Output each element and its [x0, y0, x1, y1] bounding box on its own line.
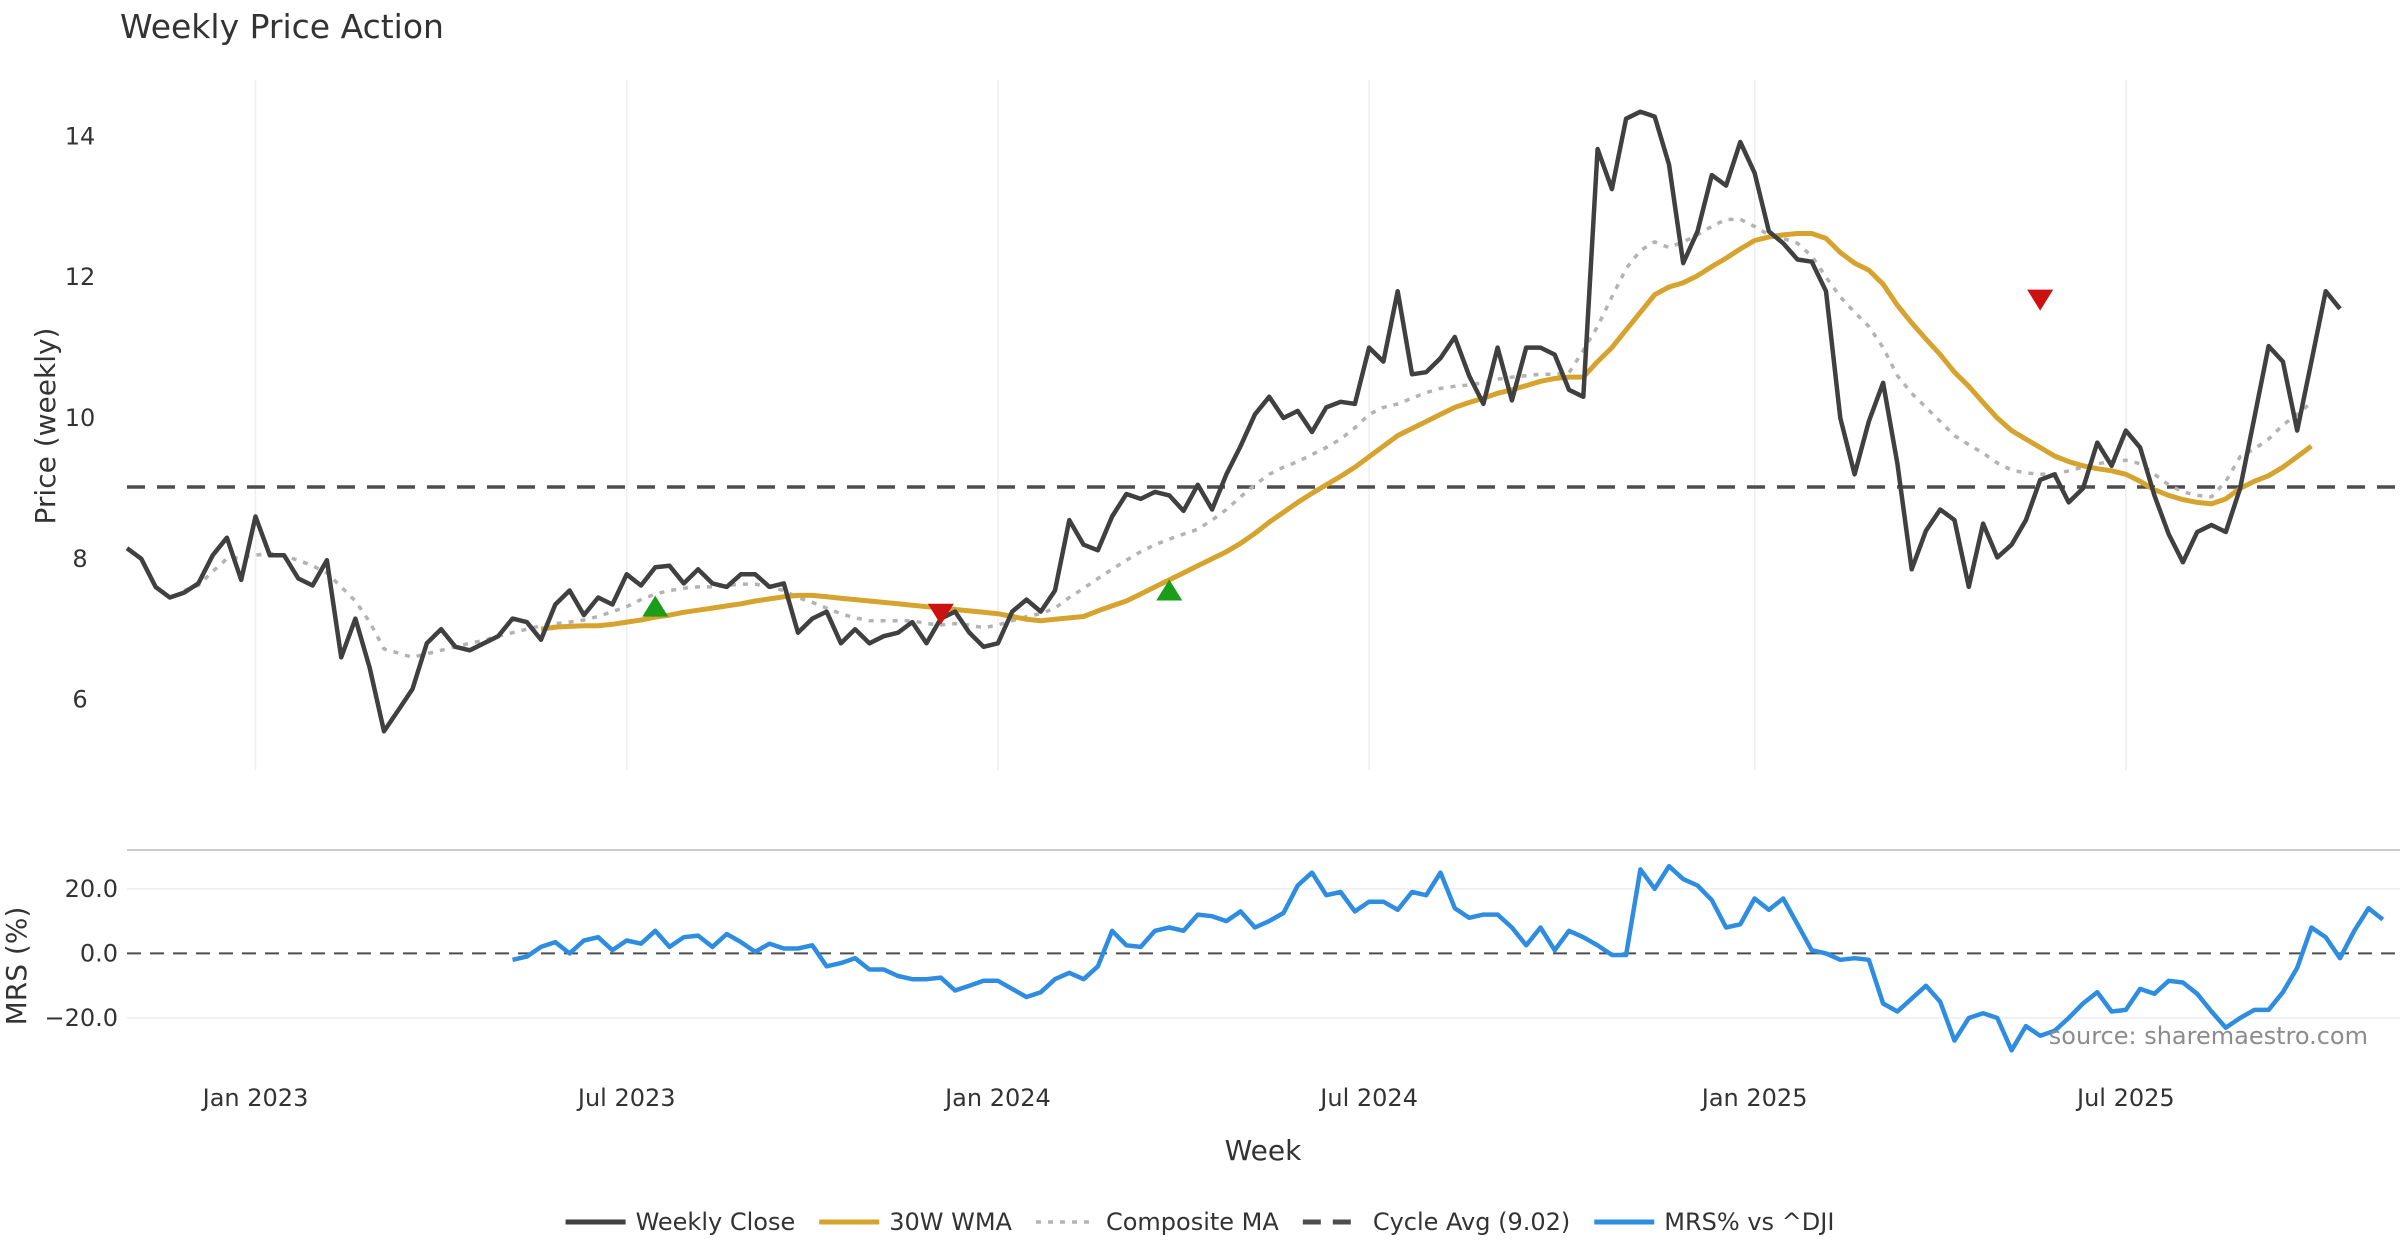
mrs-line [512, 863, 2385, 1053]
mrs-grid [127, 888, 2400, 1019]
mrs-y-ticks: 20.0 0.0 −20.0 [44, 875, 118, 1032]
mrs-y-tick-label: 0.0 [80, 939, 118, 967]
composite-ma-line [183, 217, 2313, 660]
x-tick-label: Jan 2023 [201, 1084, 309, 1112]
x-tick-label: Jan 2025 [1700, 1084, 1808, 1112]
buy-signal-marker [1156, 579, 1183, 601]
weekly-close-line [125, 109, 2342, 734]
x-tick-label: Jul 2023 [576, 1084, 676, 1112]
legend-label: Cycle Avg (9.02) [1373, 1208, 1570, 1236]
x-tick-label: Jan 2024 [943, 1084, 1051, 1112]
price-y-ticks: 6 8 10 12 14 [65, 122, 96, 713]
price-series [125, 109, 2400, 734]
legend-item-30w-wma: 30W WMA [819, 1208, 1013, 1236]
x-axis-ticks: Jan 2023 Jul 2023 Jan 2024 Jul 2024 Jan 2025… [201, 1084, 2175, 1112]
legend-label: MRS% vs ^DJI [1664, 1208, 1834, 1236]
legend-label: Composite MA [1106, 1208, 1279, 1236]
buy-signal-marker [642, 595, 669, 617]
legend-item-weekly-close: Weekly Close [565, 1208, 796, 1236]
legend-item-cycle-avg-9-02: Cycle Avg (9.02) [1302, 1208, 1570, 1236]
y-tick-label: 6 [72, 686, 87, 714]
source-note: source: sharemaestro.com [2049, 1022, 2368, 1050]
x-tick-label: Jul 2025 [2075, 1084, 2175, 1112]
price-panel: 6 8 10 12 14 [65, 80, 2400, 770]
legend-item-mrs-vs-dji: MRS% vs ^DJI [1594, 1208, 1834, 1236]
price-grid [254, 80, 2127, 770]
mrs-y-axis-label: MRS (%) [0, 907, 33, 1026]
sell-signal-marker [927, 603, 954, 625]
y-tick-label: 14 [65, 122, 96, 150]
x-tick-label: Jul 2024 [1318, 1084, 1418, 1112]
mrs-series [512, 863, 2385, 1053]
legend-label: 30W WMA [889, 1208, 1012, 1236]
legend-label: Weekly Close [636, 1208, 796, 1236]
signal-markers [642, 289, 2054, 625]
sell-signal-marker [2027, 289, 2054, 311]
legend: Weekly Close 30W WMA Composite MA Cycle Avg… [565, 1208, 1834, 1236]
legend-item-composite-ma: Composite MA [1035, 1208, 1279, 1236]
x-axis-label: Week [1225, 1134, 1302, 1167]
mrs-y-tick-label: 20.0 [65, 875, 118, 903]
y-tick-label: 12 [65, 263, 96, 291]
price-y-axis-label: Price (weekly) [29, 328, 62, 525]
30w-wma-line [540, 231, 2313, 632]
y-tick-label: 8 [72, 545, 87, 573]
mrs-y-tick-label: −20.0 [44, 1004, 118, 1032]
chart-title: Weekly Price Action [120, 7, 444, 46]
mrs-panel: 20.0 0.0 −20.0 [44, 863, 2400, 1053]
y-tick-label: 10 [65, 404, 96, 432]
